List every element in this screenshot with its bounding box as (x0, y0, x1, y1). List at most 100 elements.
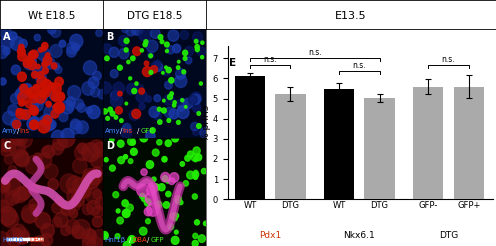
Circle shape (72, 44, 79, 51)
Circle shape (44, 114, 52, 123)
Circle shape (125, 102, 127, 105)
Circle shape (95, 197, 107, 210)
Circle shape (43, 115, 52, 125)
Circle shape (116, 107, 123, 114)
Circle shape (51, 110, 59, 118)
Circle shape (162, 156, 167, 162)
Circle shape (173, 44, 181, 53)
Circle shape (10, 131, 23, 145)
Text: Amy: Amy (2, 128, 18, 134)
Circle shape (2, 111, 15, 125)
Circle shape (34, 85, 40, 91)
Circle shape (192, 240, 198, 246)
Text: B: B (106, 32, 113, 42)
Circle shape (145, 193, 156, 204)
Circle shape (34, 91, 47, 105)
Circle shape (73, 178, 87, 192)
Circle shape (166, 191, 171, 197)
Circle shape (70, 119, 80, 129)
Circle shape (150, 128, 155, 133)
Circle shape (33, 66, 44, 78)
Circle shape (52, 217, 62, 227)
Circle shape (170, 173, 179, 182)
Circle shape (185, 155, 190, 161)
Circle shape (36, 64, 40, 69)
Circle shape (161, 172, 170, 182)
Circle shape (48, 25, 56, 34)
Bar (275, 93, 306, 199)
Circle shape (37, 77, 47, 87)
Circle shape (116, 209, 120, 213)
Circle shape (162, 72, 164, 74)
Circle shape (174, 213, 179, 218)
Circle shape (0, 180, 10, 193)
Text: Hnf1β: Hnf1β (105, 237, 126, 243)
Circle shape (124, 38, 129, 43)
Circle shape (180, 31, 188, 39)
Bar (235, 77, 265, 199)
Circle shape (38, 117, 45, 125)
Circle shape (53, 63, 60, 70)
Circle shape (38, 89, 45, 97)
Text: n.s.: n.s. (308, 48, 321, 57)
Bar (365, 98, 395, 199)
Circle shape (0, 25, 11, 38)
Circle shape (13, 130, 27, 146)
Circle shape (0, 232, 11, 246)
Circle shape (48, 179, 59, 190)
Circle shape (17, 231, 29, 244)
Circle shape (41, 79, 52, 92)
Circle shape (0, 194, 12, 213)
Circle shape (154, 95, 161, 102)
Circle shape (91, 87, 100, 97)
Circle shape (185, 46, 193, 56)
Circle shape (147, 52, 153, 58)
Circle shape (88, 77, 99, 88)
Text: E: E (229, 58, 236, 68)
Circle shape (183, 98, 193, 108)
Circle shape (16, 187, 29, 200)
Text: DTG: DTG (439, 231, 458, 241)
Circle shape (90, 153, 105, 168)
Circle shape (187, 151, 193, 157)
Circle shape (165, 140, 171, 146)
Circle shape (46, 101, 51, 107)
Circle shape (62, 101, 74, 114)
Circle shape (18, 44, 24, 50)
Circle shape (93, 71, 101, 80)
Circle shape (119, 48, 129, 59)
Circle shape (22, 208, 37, 223)
Circle shape (54, 213, 68, 227)
Circle shape (43, 68, 48, 74)
Circle shape (128, 236, 135, 243)
Circle shape (61, 128, 74, 142)
Circle shape (86, 107, 92, 114)
Circle shape (199, 82, 202, 85)
Circle shape (22, 84, 32, 94)
Circle shape (193, 147, 200, 154)
Circle shape (44, 164, 58, 179)
Circle shape (162, 108, 166, 113)
Circle shape (42, 58, 51, 67)
Circle shape (29, 92, 35, 98)
Circle shape (54, 102, 64, 113)
Circle shape (195, 45, 199, 49)
Circle shape (16, 109, 26, 119)
Circle shape (34, 153, 42, 162)
Circle shape (200, 56, 204, 59)
Circle shape (164, 107, 174, 118)
Circle shape (130, 140, 135, 145)
Circle shape (165, 66, 167, 69)
Circle shape (131, 23, 143, 35)
Text: n.s.: n.s. (263, 55, 277, 64)
Circle shape (170, 92, 174, 95)
Circle shape (191, 154, 198, 161)
Circle shape (51, 27, 61, 37)
Circle shape (32, 71, 38, 78)
Circle shape (132, 47, 141, 56)
Circle shape (172, 135, 179, 142)
Circle shape (29, 199, 39, 209)
Text: Ins: Ins (123, 128, 132, 134)
Circle shape (192, 194, 197, 199)
Circle shape (74, 99, 84, 109)
